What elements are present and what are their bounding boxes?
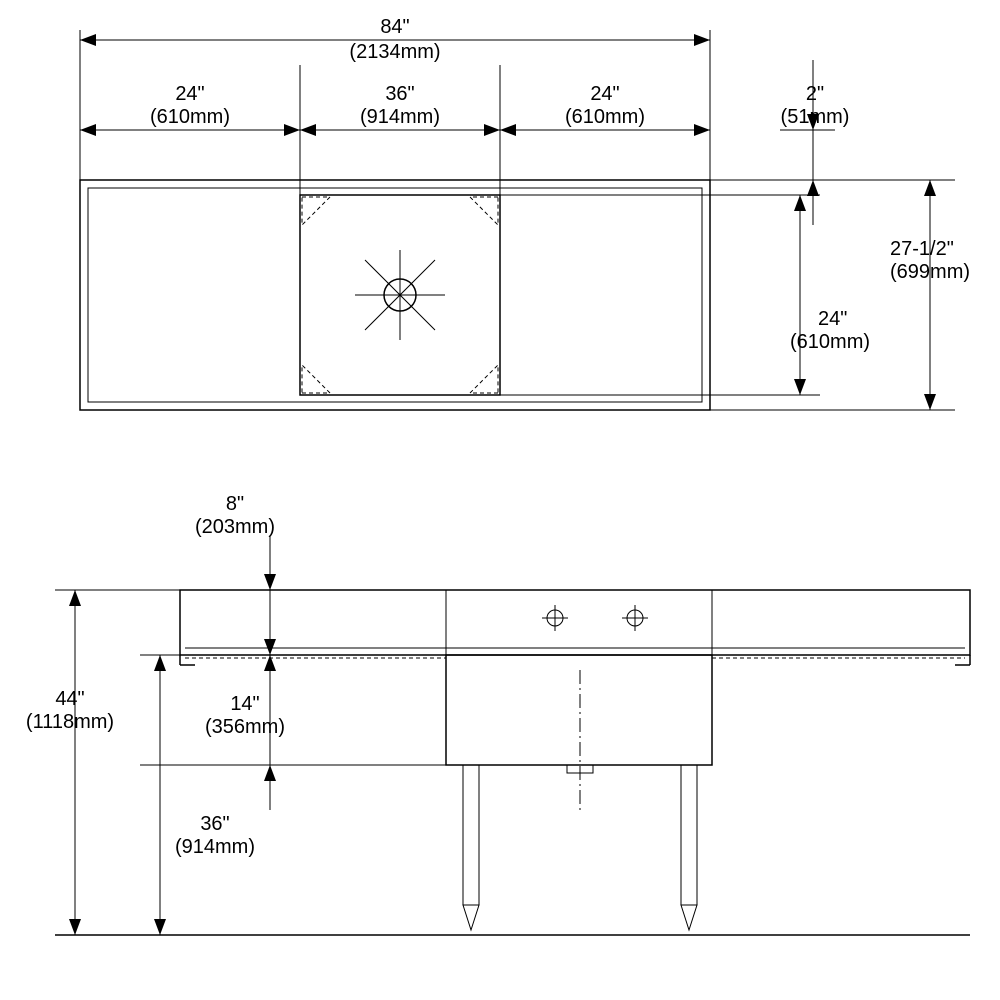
leg-right (681, 765, 697, 930)
dim-work-h-in: 36" (200, 813, 229, 835)
dim-overall-depth-mm: (699mm) (890, 261, 970, 283)
dim-bowl-h-in: 14" (230, 693, 259, 715)
dim-bowl-width-mm: (914mm) (360, 106, 440, 128)
dim-backsplash-in: 8" (226, 493, 244, 515)
dim-lip-in: 2" (806, 83, 824, 105)
dim-bowl-depth-in: 24" (818, 308, 847, 330)
dim-overall-depth-in: 27-1/2" (890, 238, 954, 260)
front-view (55, 590, 970, 935)
dim-right-board-mm: (610mm) (565, 106, 645, 128)
top-view-dimensions: 84" (2134mm) 24" (610mm) 36" (914mm) 24"… (80, 16, 970, 410)
dim-bowl-width-in: 36" (385, 83, 414, 105)
dim-right-board-in: 24" (590, 83, 619, 105)
top-view (80, 180, 710, 410)
dim-bowl-depth-mm: (610mm) (790, 331, 870, 353)
dim-bowl-h-mm: (356mm) (205, 716, 285, 738)
dim-lip-mm: (51mm) (781, 106, 850, 128)
dim-work-h-mm: (914mm) (175, 836, 255, 858)
drawing-canvas: 84" (2134mm) 24" (610mm) 36" (914mm) 24"… (0, 0, 1000, 1000)
dim-overall-width-in: 84" (380, 16, 409, 38)
front-view-dimensions: 44" (1118mm) 8" (203mm) 14" (356mm) 36" … (26, 493, 446, 935)
dim-left-board-in: 24" (175, 83, 204, 105)
leg-left (463, 765, 479, 930)
dim-backsplash-mm: (203mm) (195, 516, 275, 538)
dim-overall-height-mm: (1118mm) (26, 711, 114, 733)
dim-overall-height-in: 44" (55, 688, 84, 710)
dim-left-board-mm: (610mm) (150, 106, 230, 128)
dim-overall-width-mm: (2134mm) (349, 41, 440, 63)
